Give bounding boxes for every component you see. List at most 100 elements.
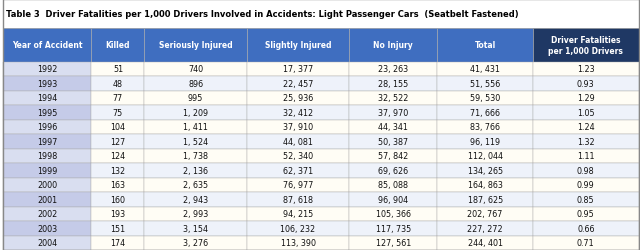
Bar (438, 164, 532, 178)
Bar (532, 29, 639, 62)
Text: 1993: 1993 (37, 80, 58, 88)
Bar (532, 192, 639, 207)
Text: 85, 088: 85, 088 (378, 180, 408, 190)
Text: 23, 263: 23, 263 (378, 65, 408, 74)
Bar (438, 106, 532, 120)
Text: Killed: Killed (106, 41, 130, 50)
Text: Slightly Injured: Slightly Injured (265, 41, 332, 50)
Bar (92, 91, 145, 106)
Bar (145, 149, 247, 164)
Bar (247, 192, 349, 207)
Text: 2000: 2000 (37, 180, 58, 190)
Text: 0.66: 0.66 (577, 224, 595, 233)
Bar (438, 120, 532, 134)
Text: 117, 735: 117, 735 (376, 224, 411, 233)
Text: 193: 193 (110, 210, 125, 218)
Text: 1.05: 1.05 (577, 108, 595, 118)
Bar (92, 120, 145, 134)
Bar (3, 192, 92, 207)
Bar (3, 77, 92, 91)
Bar (349, 106, 438, 120)
Text: 127, 561: 127, 561 (376, 238, 411, 247)
Bar (247, 236, 349, 250)
Text: 1992: 1992 (37, 65, 58, 74)
Bar (438, 77, 532, 91)
Bar (247, 164, 349, 178)
Bar (145, 106, 247, 120)
Bar (532, 149, 639, 164)
Text: 132: 132 (110, 166, 125, 175)
Text: 75: 75 (113, 108, 123, 118)
Text: 2002: 2002 (37, 210, 58, 218)
Bar (145, 236, 247, 250)
Text: 160: 160 (111, 195, 125, 204)
Text: 28, 155: 28, 155 (378, 80, 408, 88)
Bar (349, 91, 438, 106)
Text: 0.95: 0.95 (577, 210, 595, 218)
Text: 51, 556: 51, 556 (470, 80, 500, 88)
Bar (438, 192, 532, 207)
Bar (349, 134, 438, 149)
Bar (349, 62, 438, 77)
Text: 227, 272: 227, 272 (467, 224, 503, 233)
Bar (145, 207, 247, 221)
Text: 244, 401: 244, 401 (468, 238, 502, 247)
Bar (349, 178, 438, 192)
Bar (92, 134, 145, 149)
Text: 96, 904: 96, 904 (378, 195, 408, 204)
Text: Table 3  Driver Fatalities per 1,000 Drivers Involved in Accidents: Light Passen: Table 3 Driver Fatalities per 1,000 Driv… (6, 10, 518, 19)
Bar (3, 62, 92, 77)
Bar (438, 236, 532, 250)
Bar (145, 192, 247, 207)
Bar (3, 106, 92, 120)
Text: 1, 738: 1, 738 (183, 152, 208, 161)
Text: 2, 943: 2, 943 (183, 195, 208, 204)
Text: 1998: 1998 (37, 152, 58, 161)
Text: 32, 522: 32, 522 (378, 94, 408, 103)
Text: 32, 412: 32, 412 (283, 108, 313, 118)
Bar (3, 149, 92, 164)
Text: 124: 124 (110, 152, 125, 161)
Text: 1.23: 1.23 (577, 65, 595, 74)
Text: 96, 119: 96, 119 (470, 137, 500, 146)
Bar (145, 178, 247, 192)
Text: Total: Total (474, 41, 496, 50)
Bar (438, 221, 532, 236)
Bar (145, 120, 247, 134)
Text: 896: 896 (188, 80, 203, 88)
Bar (247, 62, 349, 77)
Bar (532, 106, 639, 120)
Bar (145, 134, 247, 149)
Bar (3, 29, 92, 62)
Text: 3, 276: 3, 276 (183, 238, 208, 247)
Bar (247, 221, 349, 236)
Text: 1, 209: 1, 209 (183, 108, 208, 118)
Bar (145, 77, 247, 91)
Text: 87, 618: 87, 618 (283, 195, 313, 204)
Text: 51: 51 (113, 65, 123, 74)
Text: 25, 936: 25, 936 (283, 94, 313, 103)
Bar (532, 207, 639, 221)
Text: 3, 154: 3, 154 (183, 224, 208, 233)
Bar (438, 134, 532, 149)
Bar (532, 91, 639, 106)
Text: 0.93: 0.93 (577, 80, 595, 88)
Text: 22, 457: 22, 457 (283, 80, 313, 88)
Bar (438, 62, 532, 77)
Bar (349, 207, 438, 221)
Bar (3, 91, 92, 106)
Text: 2004: 2004 (37, 238, 58, 247)
Bar (92, 149, 145, 164)
Text: 105, 366: 105, 366 (376, 210, 411, 218)
Bar (145, 62, 247, 77)
Text: 2003: 2003 (37, 224, 58, 233)
Text: 1.29: 1.29 (577, 94, 595, 103)
Bar (92, 207, 145, 221)
Text: 17, 377: 17, 377 (283, 65, 313, 74)
Text: 134, 265: 134, 265 (468, 166, 502, 175)
Bar (247, 29, 349, 62)
Bar (3, 207, 92, 221)
Bar (349, 29, 438, 62)
Text: 83, 766: 83, 766 (470, 123, 500, 132)
Bar (92, 236, 145, 250)
